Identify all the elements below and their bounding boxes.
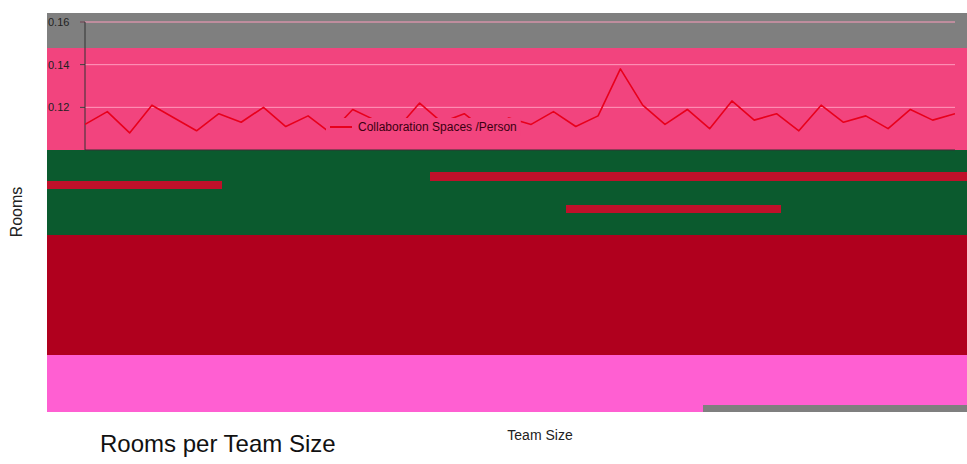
x-axis-line (85, 150, 955, 151)
y-tick-label: 0.14 (48, 59, 69, 71)
background-band (566, 205, 781, 213)
background-band (47, 48, 967, 150)
chart-title: Rooms per Team Size (100, 430, 336, 457)
grid-line (80, 22, 955, 23)
background-band (47, 235, 967, 355)
background-band (703, 405, 967, 412)
x-axis-title: Team Size (507, 427, 573, 443)
background-band (47, 150, 967, 235)
y-axis-line (85, 22, 86, 150)
y-tick-label: 0.16 (48, 16, 69, 28)
background-band (47, 181, 222, 189)
background-band (47, 13, 967, 48)
legend: Collaboration Spaces /Person (326, 118, 521, 136)
legend-swatch (330, 126, 352, 128)
y-tick-label: 0.12 (48, 101, 69, 113)
tick-mark (80, 64, 85, 65)
legend-label: Collaboration Spaces /Person (358, 120, 517, 134)
background-band (47, 355, 967, 412)
y-axis-title: Rooms (8, 187, 25, 238)
chart: 0.12 0.14 0.16 Collaboration Spaces /Person… (0, 0, 967, 464)
tick-mark (80, 22, 85, 23)
grid-line (80, 64, 955, 65)
legend-background (326, 118, 521, 136)
tick-mark (80, 107, 85, 108)
background-band (430, 172, 967, 181)
